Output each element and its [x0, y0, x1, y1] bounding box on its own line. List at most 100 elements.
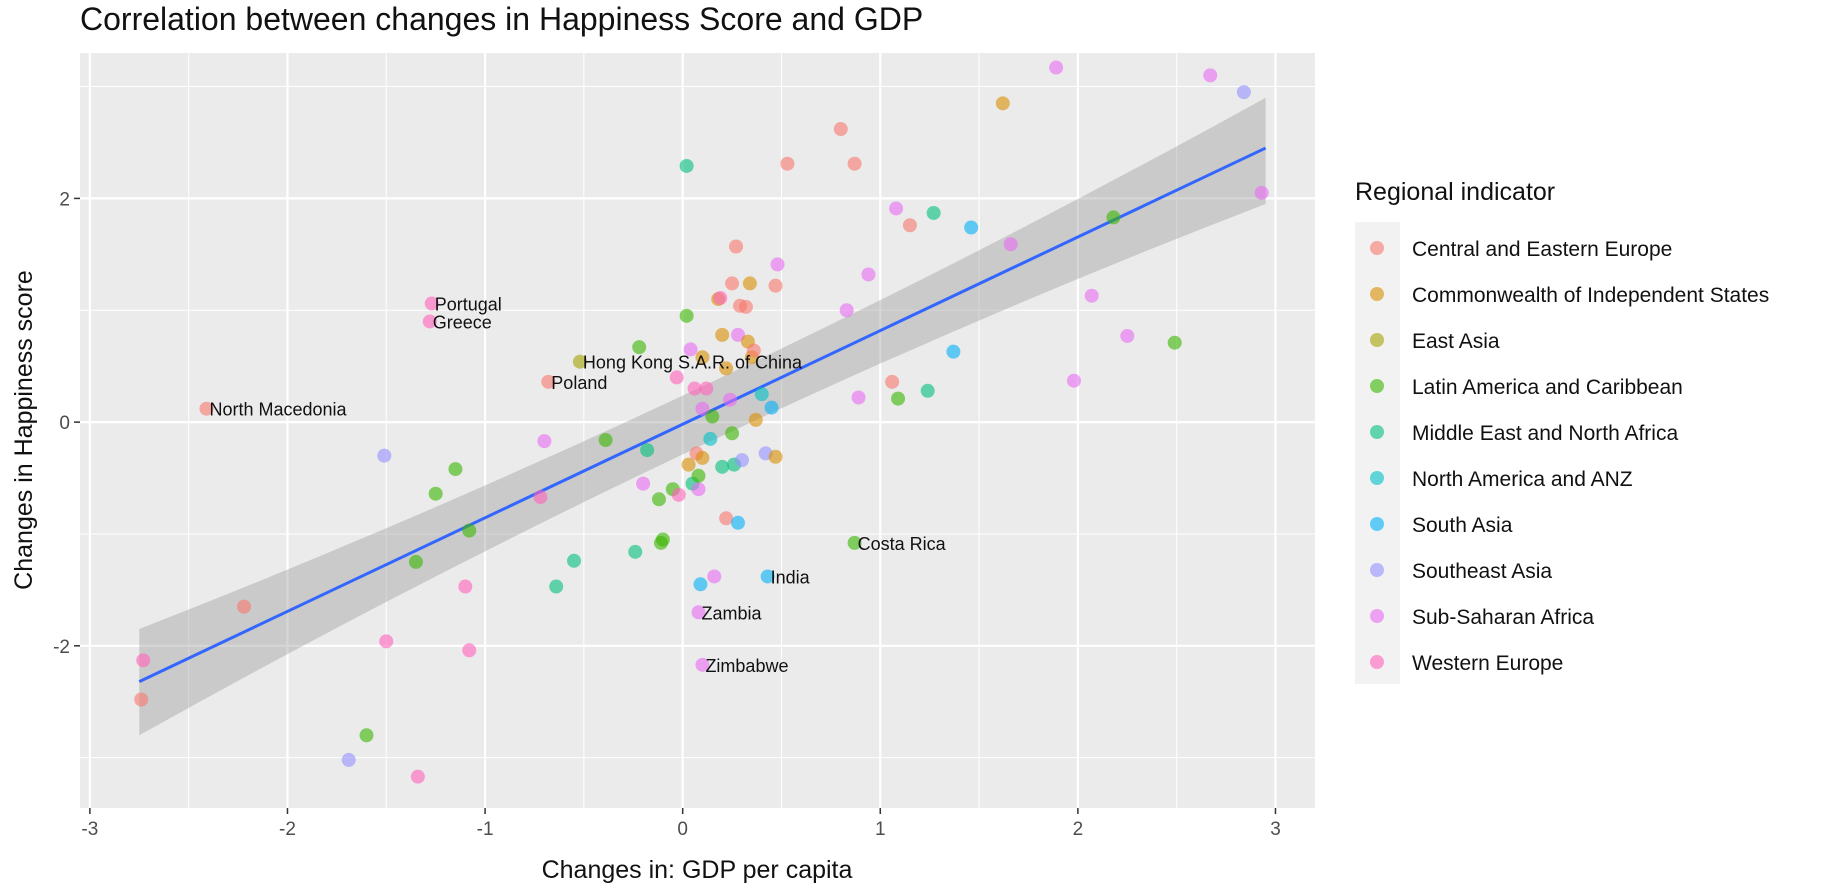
- data-point: [725, 276, 740, 291]
- data-point: [729, 239, 744, 254]
- data-point: [715, 459, 730, 474]
- data-point: [567, 553, 581, 568]
- data-point: [671, 487, 686, 502]
- legend-title: Regional indicator: [1355, 178, 1555, 206]
- point-label: Zambia: [701, 603, 762, 623]
- data-point: [1003, 237, 1018, 252]
- data-point: [628, 544, 643, 559]
- data-point: [833, 122, 848, 137]
- data-point: [719, 361, 734, 376]
- legend-label: Central and Eastern Europe: [1412, 238, 1672, 261]
- point-label: Poland: [551, 373, 607, 393]
- data-point: [695, 450, 710, 465]
- data-point: [738, 299, 753, 314]
- data-point: [1066, 373, 1081, 388]
- data-point: [651, 492, 666, 507]
- data-point: [780, 156, 795, 171]
- data-point: [428, 486, 443, 501]
- data-point: [861, 267, 876, 282]
- data-point: [703, 431, 718, 446]
- x-axis-ticks: -3 -2 -1 0 1 2 3: [81, 808, 1281, 840]
- data-point: [723, 392, 738, 407]
- data-point: [636, 476, 651, 491]
- data-point: [839, 303, 854, 318]
- legend-label: Latin America and Caribbean: [1412, 376, 1683, 399]
- y-tick-label: 0: [59, 413, 70, 434]
- confidence-band: [139, 97, 1266, 736]
- data-point: [462, 643, 477, 658]
- data-point: [533, 490, 548, 505]
- point-label: Greece: [433, 312, 492, 332]
- data-point: [199, 401, 214, 416]
- data-point: [679, 308, 694, 323]
- data-point: [448, 462, 463, 477]
- plot-panel: [80, 53, 1315, 808]
- legend-key: [1370, 563, 1384, 577]
- data-point: [746, 343, 761, 358]
- data-point: [422, 314, 437, 329]
- data-point: [695, 350, 710, 365]
- legend-label: Sub-Saharan Africa: [1412, 606, 1594, 629]
- data-point: [541, 374, 556, 389]
- legend-key: [1370, 609, 1384, 623]
- data-point: [359, 728, 374, 743]
- data-point: [699, 381, 714, 396]
- legend-label: Middle East and North Africa: [1412, 422, 1678, 445]
- data-point: [549, 579, 564, 594]
- data-point: [598, 433, 613, 448]
- x-tick-label: 3: [1270, 819, 1281, 840]
- data-point: [695, 657, 710, 672]
- data-point: [640, 443, 655, 458]
- data-point: [1106, 210, 1121, 225]
- legend-key: [1370, 241, 1384, 255]
- y-axis-title: Changes in Happiness score: [10, 270, 38, 590]
- data-point: [572, 354, 587, 369]
- y-tick-label: 2: [59, 189, 70, 210]
- x-tick-label: -3: [81, 819, 98, 840]
- legend-entries: Central and Eastern Europe Commonwealth o…: [1370, 238, 1769, 675]
- data-point: [770, 257, 785, 272]
- data-point: [731, 327, 746, 342]
- data-point: [1049, 60, 1064, 75]
- data-point: [768, 449, 783, 464]
- grid-layer: [80, 53, 1315, 808]
- data-point: [715, 327, 730, 342]
- legend-key: [1370, 379, 1384, 393]
- x-axis-title: Changes in: GDP per capita: [542, 856, 853, 884]
- data-point: [462, 523, 477, 538]
- data-point: [964, 220, 979, 235]
- data-point: [681, 457, 696, 472]
- legend-label: North America and ANZ: [1412, 468, 1633, 491]
- data-point: [695, 401, 710, 416]
- legend-label: South Asia: [1412, 514, 1513, 537]
- data-point: [946, 344, 961, 359]
- legend-key: [1370, 471, 1384, 485]
- x-tick-label: 1: [875, 819, 886, 840]
- confidence-band-layer: [139, 97, 1266, 736]
- data-point: [691, 482, 706, 497]
- data-point: [754, 387, 769, 402]
- x-tick-label: 0: [677, 819, 688, 840]
- data-point: [379, 634, 394, 649]
- legend-key: [1370, 333, 1384, 347]
- data-point: [424, 296, 439, 311]
- data-point: [847, 156, 862, 171]
- data-point: [458, 579, 473, 594]
- data-point: [237, 599, 252, 614]
- legend-key: [1370, 517, 1384, 531]
- legend-key: [1370, 655, 1384, 669]
- data-point: [136, 653, 151, 668]
- data-point: [537, 434, 552, 449]
- data-point: [889, 201, 904, 216]
- data-point: [410, 769, 425, 784]
- data-point: [1203, 68, 1218, 83]
- data-point: [719, 511, 734, 526]
- data-point: [377, 448, 392, 463]
- x-tick-label: 2: [1073, 819, 1084, 840]
- data-point: [885, 374, 900, 389]
- data-point: [1120, 328, 1135, 343]
- data-point: [1236, 85, 1251, 100]
- data-point: [731, 515, 746, 530]
